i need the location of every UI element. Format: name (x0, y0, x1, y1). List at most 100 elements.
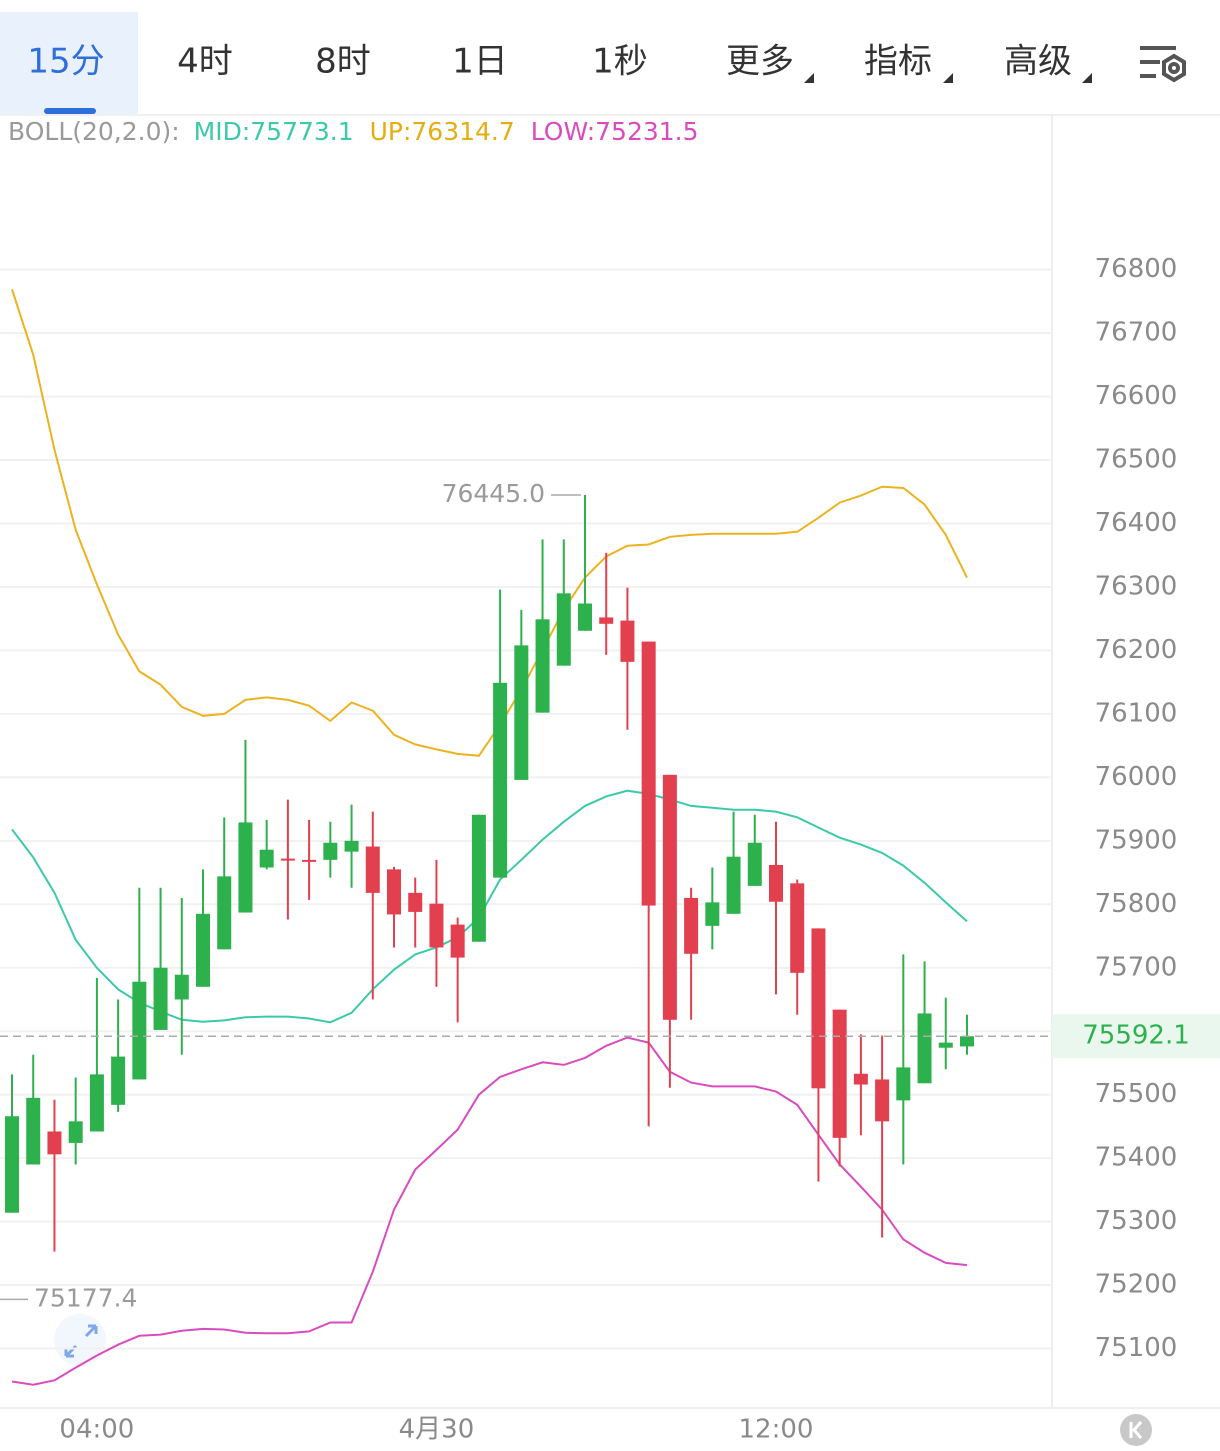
candle-body (875, 1079, 890, 1122)
candle (790, 879, 805, 1015)
tab[interactable]: 1日 (452, 42, 508, 82)
candle (959, 1014, 974, 1055)
y-tick-label: 75800 (1095, 889, 1178, 919)
candle-body (68, 1121, 83, 1143)
last-price-bg (1052, 1014, 1220, 1059)
indicator-low: LOW:75231.5 (531, 117, 699, 146)
candle (577, 494, 592, 631)
candle-body (747, 842, 762, 886)
candle-body (302, 859, 317, 862)
candle-body (514, 645, 529, 780)
candle (323, 821, 338, 878)
candle (68, 1077, 83, 1165)
candle-body (471, 814, 486, 942)
expand-icon[interactable] (54, 1314, 106, 1366)
candle-body (89, 1074, 104, 1132)
candle (429, 859, 444, 987)
tab[interactable]: 高级 (1004, 42, 1072, 82)
candle (174, 897, 189, 1055)
tab[interactable]: 8时 (315, 42, 371, 82)
y-tick-label: 76500 (1095, 445, 1178, 475)
active-tab-bg (0, 12, 138, 115)
dropdown-arrow (804, 73, 814, 83)
settings-icon[interactable] (1140, 46, 1186, 83)
candle-body (896, 1067, 911, 1101)
candle (917, 961, 932, 1084)
candle (853, 1034, 868, 1136)
active-tab-underline (44, 108, 96, 114)
indicator-mid: MID:75773.1 (194, 117, 354, 146)
candle (896, 954, 911, 1165)
candle (153, 887, 168, 1030)
candle-body (196, 913, 211, 987)
y-tick-label: 75500 (1095, 1079, 1178, 1109)
candle (302, 819, 317, 900)
candle (556, 539, 571, 666)
candle (620, 587, 635, 730)
candle (535, 539, 550, 713)
low-marker-label: 75177.4 (34, 1283, 137, 1312)
y-tick-label: 76400 (1095, 508, 1178, 538)
dropdown-arrow (943, 73, 953, 83)
high-marker-label: 76445.0 (442, 479, 545, 508)
candle (471, 814, 486, 942)
y-tick-label: 75400 (1095, 1143, 1178, 1173)
boll-line (11, 1036, 968, 1386)
candle-body (132, 981, 147, 1080)
y-tick-label: 75900 (1095, 825, 1178, 855)
candle (132, 887, 147, 1080)
candle-body (917, 1013, 932, 1084)
y-tick-label: 75300 (1095, 1206, 1178, 1236)
candle (5, 1074, 20, 1213)
candle-body (662, 774, 677, 1020)
candle-body (768, 864, 783, 902)
candle-body (153, 967, 168, 1030)
candle (344, 804, 359, 888)
candle-body (556, 593, 571, 666)
y-tick-label: 76200 (1095, 635, 1178, 665)
candle-body (408, 892, 423, 912)
y-tick-label: 75700 (1095, 952, 1178, 982)
candle (811, 928, 826, 1182)
candle-body (365, 846, 380, 893)
boll-line (11, 288, 968, 757)
candle-body (323, 842, 338, 860)
candle (599, 552, 614, 655)
candle-body (5, 1116, 20, 1213)
candle (408, 877, 423, 948)
candle (514, 609, 529, 780)
candle-body (174, 974, 189, 1000)
candle-body (280, 858, 295, 861)
tab[interactable]: 1秒 (592, 42, 648, 82)
candle (196, 869, 211, 987)
candle-body (535, 619, 550, 713)
candle-body (641, 641, 656, 906)
candle (938, 997, 953, 1070)
tab[interactable]: 更多 (726, 42, 794, 82)
y-tick-label: 76800 (1095, 254, 1178, 284)
candle-body (26, 1097, 41, 1165)
candle-body (832, 1009, 847, 1138)
y-tick-label: 75200 (1095, 1270, 1178, 1300)
tab[interactable]: 15分 (27, 42, 104, 82)
candle-body (450, 924, 465, 958)
candle-body (429, 903, 444, 948)
candle-body (344, 840, 359, 852)
tab[interactable]: 4时 (177, 42, 233, 82)
tab[interactable]: 指标 (864, 42, 932, 82)
candle (280, 799, 295, 920)
candle (684, 887, 699, 1020)
candle (111, 999, 126, 1112)
candle-body (47, 1131, 62, 1155)
indicator-header: BOLL(20,2.0): MID:75773.1 UP:76314.7 LOW… (8, 117, 699, 146)
candle (768, 821, 783, 995)
candle-body (238, 822, 253, 913)
candle-body (811, 928, 826, 1089)
boll-line (11, 789, 968, 1024)
indicator-label: BOLL(20,2.0): (8, 117, 180, 146)
back-to-latest-button[interactable] (1120, 1414, 1152, 1446)
candle-body (493, 682, 508, 878)
candle (217, 817, 232, 950)
candle-body (705, 902, 720, 926)
